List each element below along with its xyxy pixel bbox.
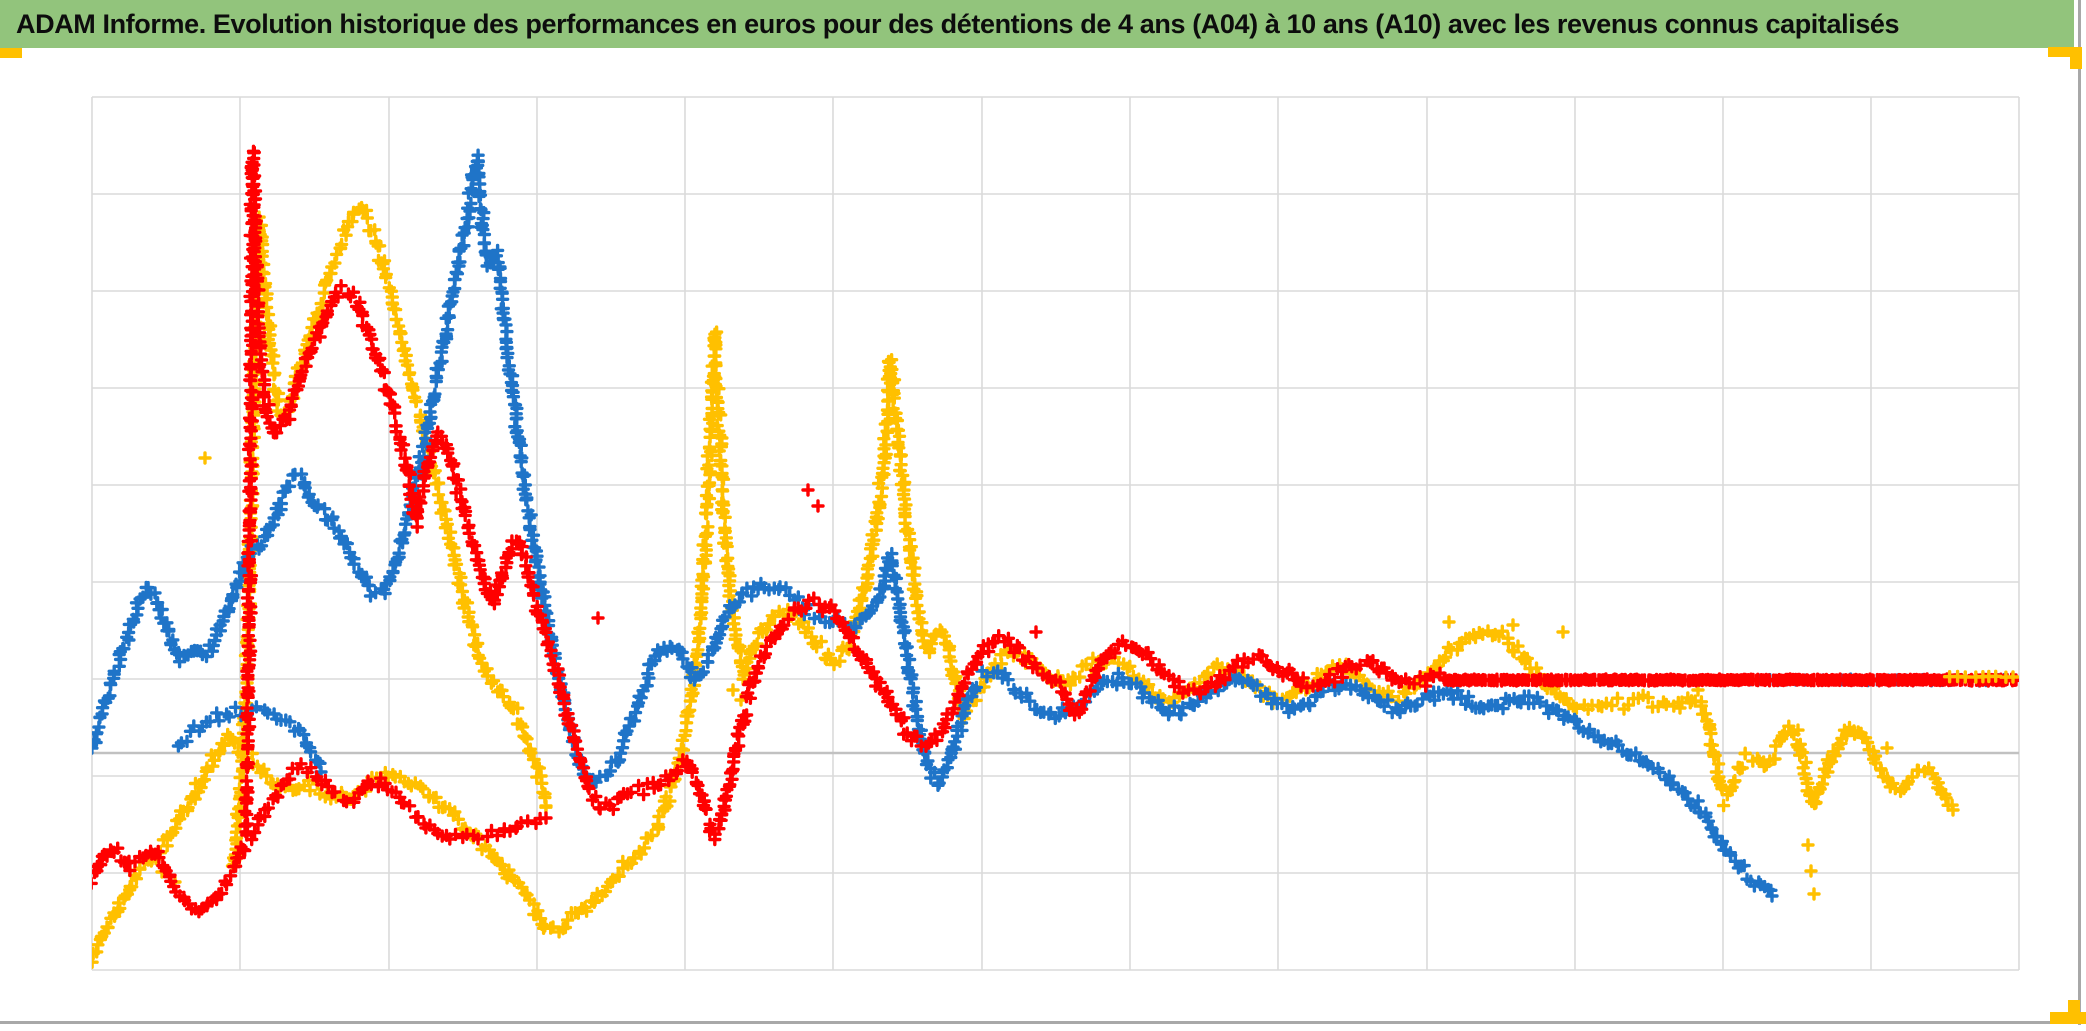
selection-corner-top-right-arm[interactable] [2070, 47, 2082, 69]
selection-corner-top-left[interactable] [0, 48, 22, 58]
right-edge-line [2078, 0, 2081, 1025]
gold-projection-flecks [1942, 669, 2019, 684]
red-series [92, 144, 2019, 919]
data-markers [92, 144, 2019, 969]
bottom-edge-line [0, 1021, 2082, 1024]
title-banner: ADAM Informe. Evolution historique des p… [0, 0, 2074, 48]
selection-corner-top-right[interactable] [2048, 47, 2082, 57]
gridlines [91, 96, 2020, 971]
selection-corner-bottom-right-arm[interactable] [2068, 1000, 2080, 1024]
title-text: ADAM Informe. Evolution historique des p… [16, 8, 1900, 39]
